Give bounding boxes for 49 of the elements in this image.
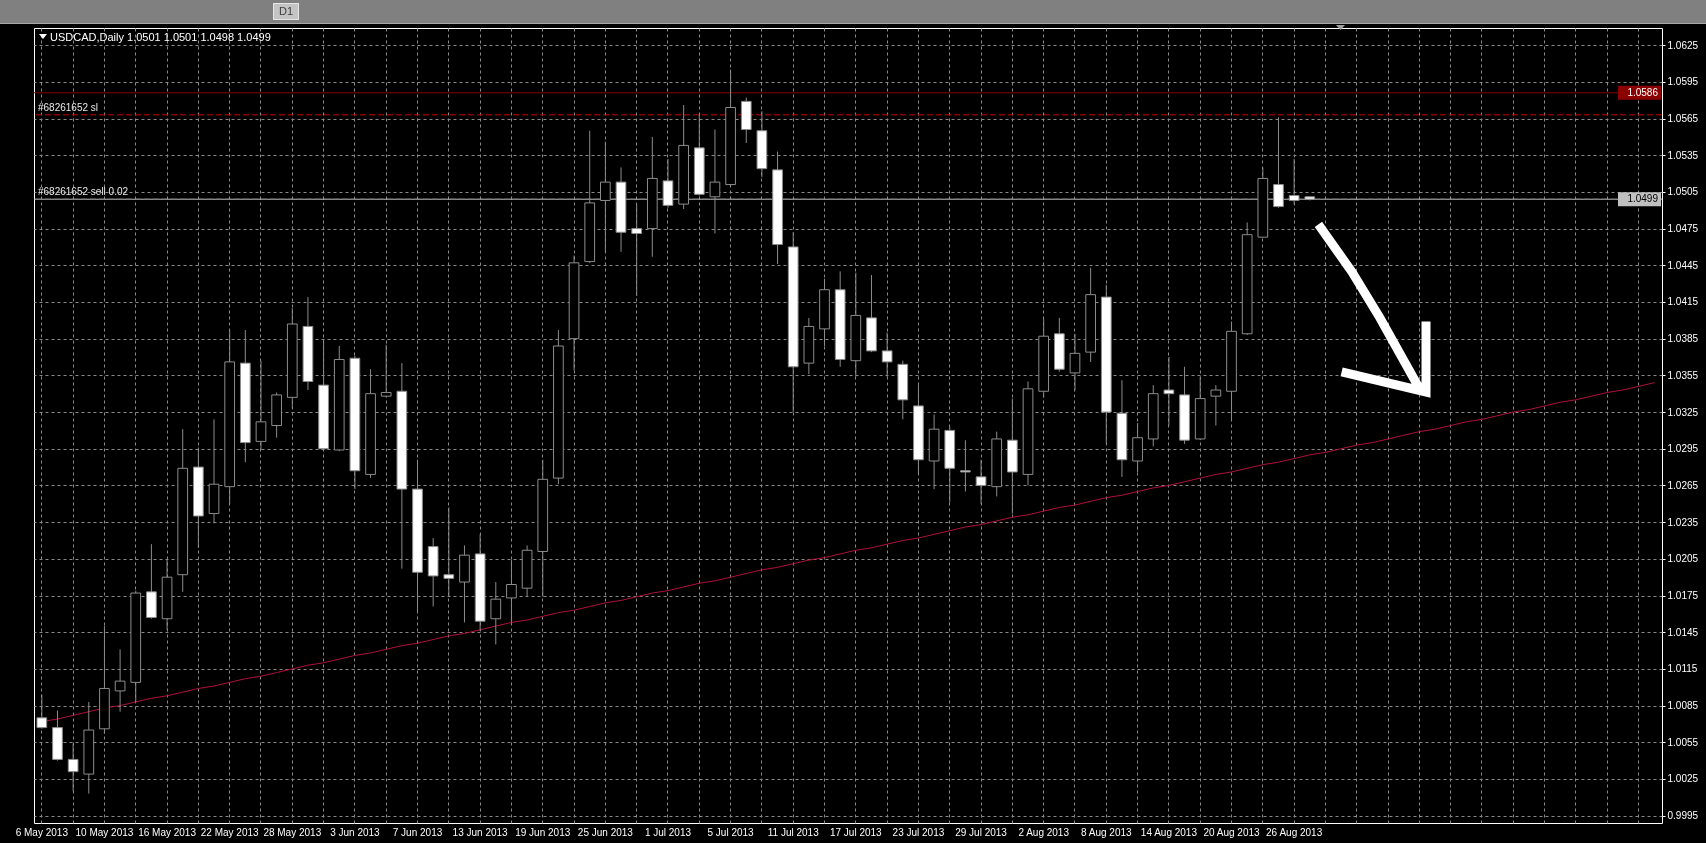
y-tick-label: 1.0355 xyxy=(1667,369,1699,381)
x-tick-label: 29 Jul 2013 xyxy=(955,826,1008,838)
x-tick-label: 16 May 2013 xyxy=(138,826,197,838)
y-tick-label: 1.0385 xyxy=(1667,333,1699,345)
x-tick-label: 26 Aug 2013 xyxy=(1266,826,1323,838)
y-tick-label: 1.0445 xyxy=(1667,259,1699,271)
x-tick-label: 28 May 2013 xyxy=(263,826,322,838)
x-tick-label: 6 May 2013 xyxy=(15,826,69,838)
ref-line-label: 1.0499 xyxy=(1627,193,1659,205)
y-tick-label: 1.0235 xyxy=(1667,516,1699,528)
y-tick-label: 1.0415 xyxy=(1667,296,1699,308)
x-tick-label: 25 Jun 2013 xyxy=(577,826,634,838)
y-tick-label: 1.0625 xyxy=(1667,39,1699,51)
ref-line-label: #68261652 sl xyxy=(38,101,99,113)
y-tick-label: 1.0505 xyxy=(1667,186,1699,198)
y-tick-label: 1.0025 xyxy=(1667,773,1699,785)
y-tick-label: 1.0145 xyxy=(1667,626,1699,638)
y-tick-label: 1.0475 xyxy=(1667,223,1699,235)
y-tick-label: 1.0265 xyxy=(1667,479,1699,491)
y-tick-label: 0.9995 xyxy=(1667,810,1699,822)
x-tick-label: 17 Jul 2013 xyxy=(829,826,883,838)
x-tick-label: 14 Aug 2013 xyxy=(1140,826,1198,838)
x-tick-label: 13 Jun 2013 xyxy=(452,826,509,838)
y-tick-label: 1.0295 xyxy=(1667,443,1699,455)
y-tick-label: 1.0085 xyxy=(1667,700,1699,712)
y-tick-label: 1.0115 xyxy=(1667,663,1698,675)
y-tick-label: 1.0595 xyxy=(1667,76,1699,88)
x-tick-label: 8 Aug 2013 xyxy=(1080,826,1133,838)
y-tick-label: 1.0325 xyxy=(1667,406,1699,418)
x-tick-label: 5 Jul 2013 xyxy=(707,826,755,838)
x-tick-label: 1 Jul 2013 xyxy=(644,826,692,838)
x-tick-label: 3 Jun 2013 xyxy=(330,826,381,838)
y-tick-label: 1.0175 xyxy=(1667,590,1699,602)
chart-title: USDCAD,Daily 1.0501 1.0501 1.0498 1.0499 xyxy=(50,31,271,43)
x-tick-label: 20 Aug 2013 xyxy=(1203,826,1261,838)
x-tick-label: 23 Jul 2013 xyxy=(892,826,945,838)
y-tick-label: 1.0055 xyxy=(1667,736,1699,748)
x-tick-label: 11 Jul 2013 xyxy=(767,826,820,838)
x-tick-label: 22 May 2013 xyxy=(200,826,260,838)
x-tick-label: 19 Jun 2013 xyxy=(515,826,571,838)
y-tick-label: 1.0535 xyxy=(1667,149,1699,161)
x-tick-label: 10 May 2013 xyxy=(75,826,134,838)
y-tick-label: 1.0565 xyxy=(1667,113,1699,125)
toolbar: D1 xyxy=(0,0,1706,24)
x-tick-label: 7 Jun 2013 xyxy=(392,826,443,838)
ref-line-label: 1.0586 xyxy=(1627,86,1659,98)
x-tick-label: 2 Aug 2013 xyxy=(1018,826,1070,838)
ref-line-label: #68261652 sell 0.02 xyxy=(38,186,129,198)
y-tick-label: 1.0205 xyxy=(1667,553,1699,565)
